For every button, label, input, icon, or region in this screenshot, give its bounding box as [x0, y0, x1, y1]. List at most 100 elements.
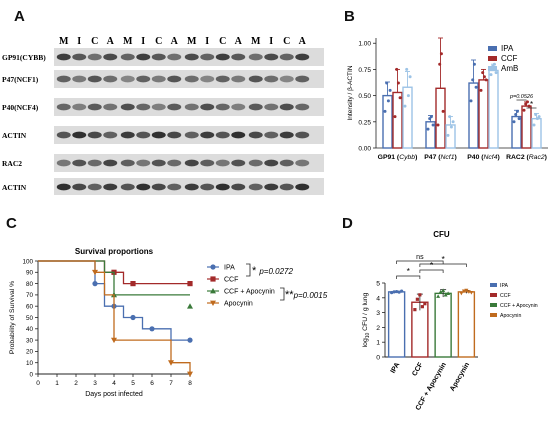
blot-band [200, 103, 215, 111]
panel-label-c: C [6, 215, 17, 232]
ns-bracket-label: ns [416, 254, 424, 261]
stat-bracket [246, 263, 251, 277]
protein-intensity-chart-panel: B 0.00 0.25 0.50 0.75 1.00 Intensity / β-ACTI… [338, 0, 550, 200]
lane-label: C [91, 36, 98, 47]
data-point [418, 293, 422, 297]
blot-band [248, 53, 263, 61]
legend-label: IPA [501, 44, 514, 53]
data-point [406, 94, 410, 98]
lane-label: C [219, 36, 226, 47]
data-point [415, 297, 419, 301]
data-point [443, 292, 448, 297]
data-point [441, 288, 446, 292]
lane-label: I [77, 36, 81, 47]
significance-bracket [419, 269, 444, 273]
data-point [423, 302, 427, 306]
bar [488, 69, 499, 149]
data-point [383, 109, 387, 113]
data-point [524, 102, 528, 106]
blot-band [87, 159, 102, 167]
blot-band [151, 53, 166, 61]
data-point [395, 289, 399, 294]
significance-bracket-label: * [407, 266, 411, 276]
data-point [408, 75, 412, 79]
blot-band [264, 75, 279, 83]
blot-band [279, 183, 294, 191]
data-point [396, 81, 400, 85]
blot-band [295, 159, 310, 167]
x-tick-label: 2 [74, 380, 78, 387]
blot-band [264, 183, 279, 191]
data-point [471, 78, 475, 82]
lane-label: A [171, 36, 179, 47]
data-point [398, 96, 402, 100]
survival-chart-panel: C Survival proportions 0 10 20 30 40 50 60 70 80 9… [0, 205, 360, 417]
data-point [403, 104, 407, 108]
y-tick-label: 2 [376, 325, 380, 332]
lane-label: M [123, 36, 133, 47]
survival-line [38, 260, 190, 341]
y-tick-label: 5 [376, 281, 380, 288]
significance-bracket [419, 263, 467, 267]
survival-line [38, 260, 190, 296]
blot-band [215, 183, 230, 191]
data-point [392, 290, 396, 294]
y-tick-label: 70 [26, 292, 34, 299]
blot-band [56, 131, 71, 139]
panel-label-b: B [344, 8, 355, 25]
survival-marker [187, 337, 193, 343]
y-tick-label: 50 [26, 315, 34, 322]
blot-band [184, 183, 199, 191]
y-tick-label: 40 [26, 326, 34, 333]
legend-swatch [488, 66, 497, 71]
blot-band [136, 183, 151, 191]
blot-band [200, 53, 215, 61]
bar [457, 291, 476, 358]
blot-band [136, 75, 151, 83]
bar [387, 291, 406, 358]
data-point [522, 108, 526, 112]
blot-band [56, 53, 71, 61]
x-tick-label: 6 [150, 380, 154, 387]
lane-label: M [187, 36, 197, 47]
blot-row-label: ACTIN [2, 131, 27, 140]
data-point [446, 133, 450, 137]
data-point [395, 67, 399, 71]
y-tick-label: 0 [29, 371, 33, 378]
data-point [413, 308, 417, 312]
blot-band [279, 103, 294, 111]
x-tick-label: Apocynin [449, 362, 471, 393]
significance-star: * [530, 100, 533, 109]
blot-band [231, 103, 246, 111]
blot-row-label: P47(NCF1) [2, 75, 39, 84]
lane-label: C [283, 36, 290, 47]
legend-marker [210, 276, 216, 282]
legend-swatch [490, 303, 497, 307]
western-blot-panel: A M I C A M I C A M I C A M I C A GP91(CYBB) P47(NCF1) P40… [0, 0, 360, 196]
lane-label: C [155, 36, 162, 47]
data-point [436, 294, 441, 298]
blot-band [120, 103, 135, 111]
blot-band [295, 53, 310, 61]
legend-label: Apocynin [500, 313, 521, 319]
data-point [431, 123, 435, 127]
blot-band [72, 75, 87, 83]
blot-band [72, 131, 87, 139]
blot-band [167, 159, 182, 167]
legend-marker [210, 264, 216, 270]
y-tick-label: 3 [376, 310, 380, 317]
legend-label: CCF [501, 54, 518, 63]
lane-label: M [251, 36, 261, 47]
blot-band [167, 75, 182, 83]
blot-band [56, 103, 71, 111]
bar [468, 82, 479, 149]
legend-label: CCF [224, 277, 238, 284]
data-point [464, 288, 469, 293]
blot-band [184, 103, 199, 111]
data-point [469, 291, 474, 295]
survival-marker [92, 281, 98, 287]
bar [434, 292, 452, 358]
survival-marker [187, 303, 193, 309]
data-point [469, 99, 473, 103]
blot-band [231, 75, 246, 83]
